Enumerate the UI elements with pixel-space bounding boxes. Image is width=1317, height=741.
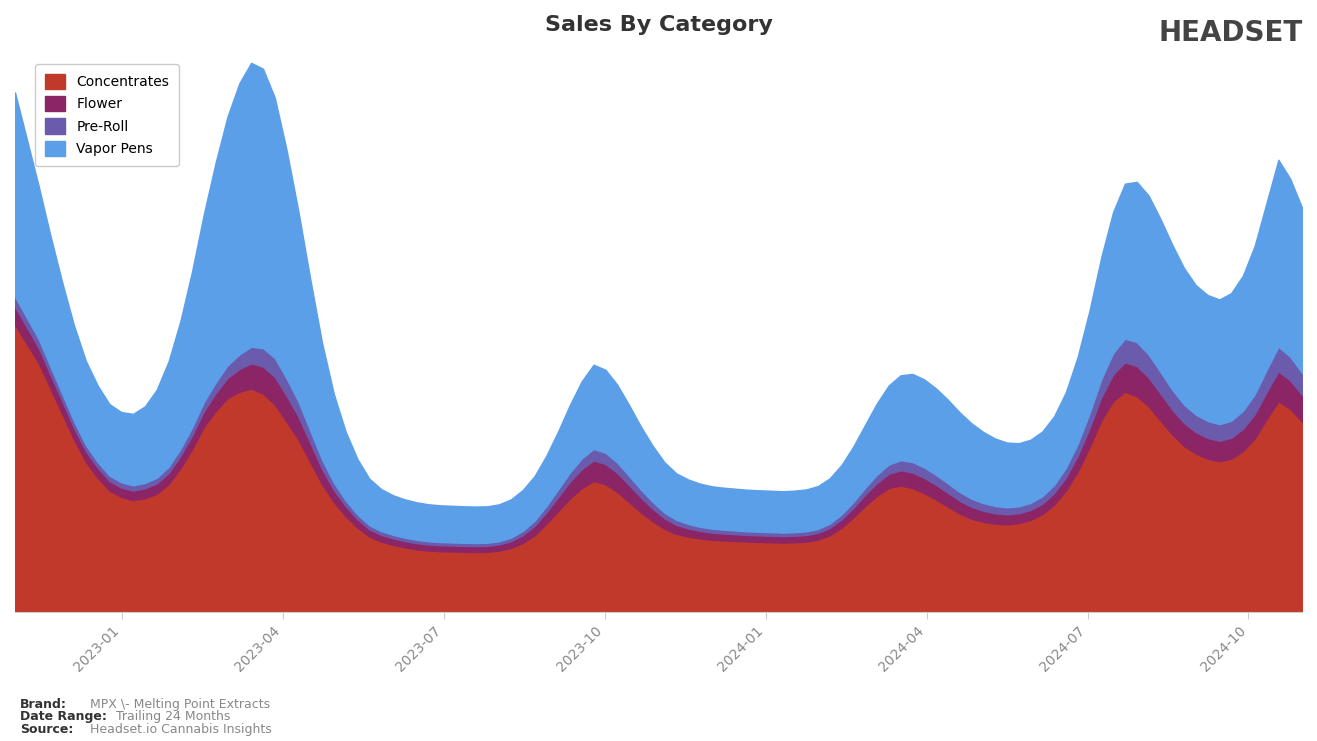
Legend: Concentrates, Flower, Pre-Roll, Vapor Pens: Concentrates, Flower, Pre-Roll, Vapor Pe… xyxy=(34,64,179,165)
Text: HEADSET: HEADSET xyxy=(1159,19,1304,47)
Text: MPX \- Melting Point Extracts: MPX \- Melting Point Extracts xyxy=(90,698,270,711)
Title: Sales By Category: Sales By Category xyxy=(544,15,773,35)
Text: Date Range:: Date Range: xyxy=(20,711,107,723)
Text: Trailing 24 Months: Trailing 24 Months xyxy=(116,711,230,723)
Text: Headset.io Cannabis Insights: Headset.io Cannabis Insights xyxy=(90,723,271,736)
Text: Source:: Source: xyxy=(20,723,74,736)
Text: Brand:: Brand: xyxy=(20,698,67,711)
